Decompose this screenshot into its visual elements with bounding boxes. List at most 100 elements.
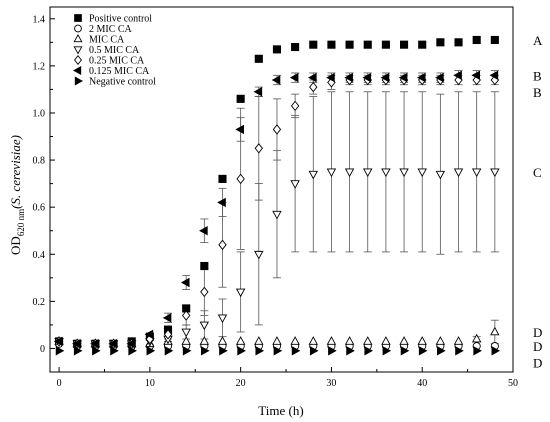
data-point (453, 336, 464, 345)
x-tick-label: 20 (236, 378, 246, 389)
series-2 (54, 326, 500, 348)
significance-letter: D (533, 356, 542, 371)
data-point (254, 336, 264, 345)
significance-letter: A (533, 33, 543, 48)
data-point (455, 346, 464, 356)
data-point (346, 346, 355, 356)
data-point (381, 40, 390, 49)
legend-marker (73, 33, 83, 43)
data-point (199, 225, 208, 236)
data-point (255, 346, 265, 356)
data-point (454, 38, 463, 47)
data-point (199, 321, 210, 331)
data-point (180, 277, 190, 288)
data-point (235, 124, 244, 135)
data-point (144, 329, 154, 340)
data-point (435, 170, 446, 180)
data-point (235, 336, 246, 345)
legend-marker (74, 76, 84, 86)
data-point (290, 100, 300, 112)
legend-label: Negative control (89, 77, 156, 88)
data-point (291, 346, 301, 356)
y-tick-label: 0.8 (33, 156, 46, 167)
y-axis-title: OD620 nm(S. cerevisiae) (8, 135, 26, 255)
data-point (272, 124, 282, 135)
y-axis-title-organism: (S. cerevisiae) (8, 135, 23, 209)
data-point (253, 87, 263, 97)
data-point (236, 173, 245, 185)
data-point (236, 94, 245, 103)
significance-letter: B (533, 68, 542, 83)
data-point (490, 168, 500, 178)
data-point (218, 239, 227, 251)
data-point (490, 326, 500, 336)
data-point (164, 346, 174, 356)
x-axis-title: Time (h) (258, 403, 303, 418)
y-tick-label: 1.4 (33, 14, 46, 25)
legend-marker (74, 55, 82, 65)
legend-marker (72, 65, 82, 76)
data-point (254, 250, 264, 260)
data-point (344, 336, 355, 345)
data-point (417, 168, 427, 178)
data-point (472, 35, 481, 45)
legend-marker (73, 46, 83, 55)
legend-label: 0.5 MIC CA (89, 45, 140, 56)
data-point (92, 346, 101, 356)
y-axis-title-subscript: 620 nm (16, 209, 26, 236)
data-point (108, 339, 117, 349)
x-axis: 0 10 20 30 40 50 (57, 367, 518, 389)
data-point (417, 336, 427, 345)
data-point (309, 40, 318, 49)
data-point (326, 72, 335, 83)
data-point (126, 339, 136, 349)
data-point (162, 313, 172, 323)
data-points (53, 35, 501, 356)
data-point (110, 346, 119, 356)
data-point (200, 286, 209, 298)
data-point (381, 168, 391, 178)
data-point (217, 197, 226, 208)
data-point (491, 346, 501, 356)
legend-marker (74, 24, 82, 33)
data-point (328, 346, 337, 356)
data-point (381, 336, 391, 345)
data-point (345, 40, 354, 49)
y-tick-label: 1.2 (33, 61, 46, 72)
y-axis: 0 0.2 0.4 0.6 0.8 1.0 1.2 1.4 (33, 14, 55, 355)
legend-label: MIC CA (89, 35, 125, 46)
data-point (416, 72, 426, 83)
x-tick-label: 40 (417, 378, 427, 389)
data-point (90, 339, 99, 349)
data-point (309, 346, 319, 356)
data-point (398, 72, 408, 83)
y-tick-label: 0 (40, 344, 45, 355)
data-point (471, 70, 481, 81)
data-point (73, 346, 83, 356)
data-point (436, 38, 445, 47)
data-point (235, 288, 246, 298)
data-point (363, 336, 373, 345)
x-tick-label: 50 (508, 378, 518, 389)
data-point (163, 329, 173, 340)
data-point (272, 210, 282, 220)
data-point (182, 310, 191, 321)
error-bars (164, 70, 499, 345)
data-point (217, 314, 228, 324)
data-point (128, 346, 137, 356)
data-point (219, 346, 228, 356)
legend-label: Positive control (89, 14, 152, 25)
data-point (291, 42, 300, 52)
data-point (435, 72, 444, 83)
data-point (146, 346, 156, 356)
significance-letter: C (533, 165, 542, 180)
data-point (272, 336, 282, 345)
data-point (53, 336, 63, 347)
significance-letter: D (533, 339, 542, 354)
y-tick-label: 0.4 (33, 250, 46, 261)
data-point (327, 40, 336, 49)
data-point (399, 336, 409, 345)
